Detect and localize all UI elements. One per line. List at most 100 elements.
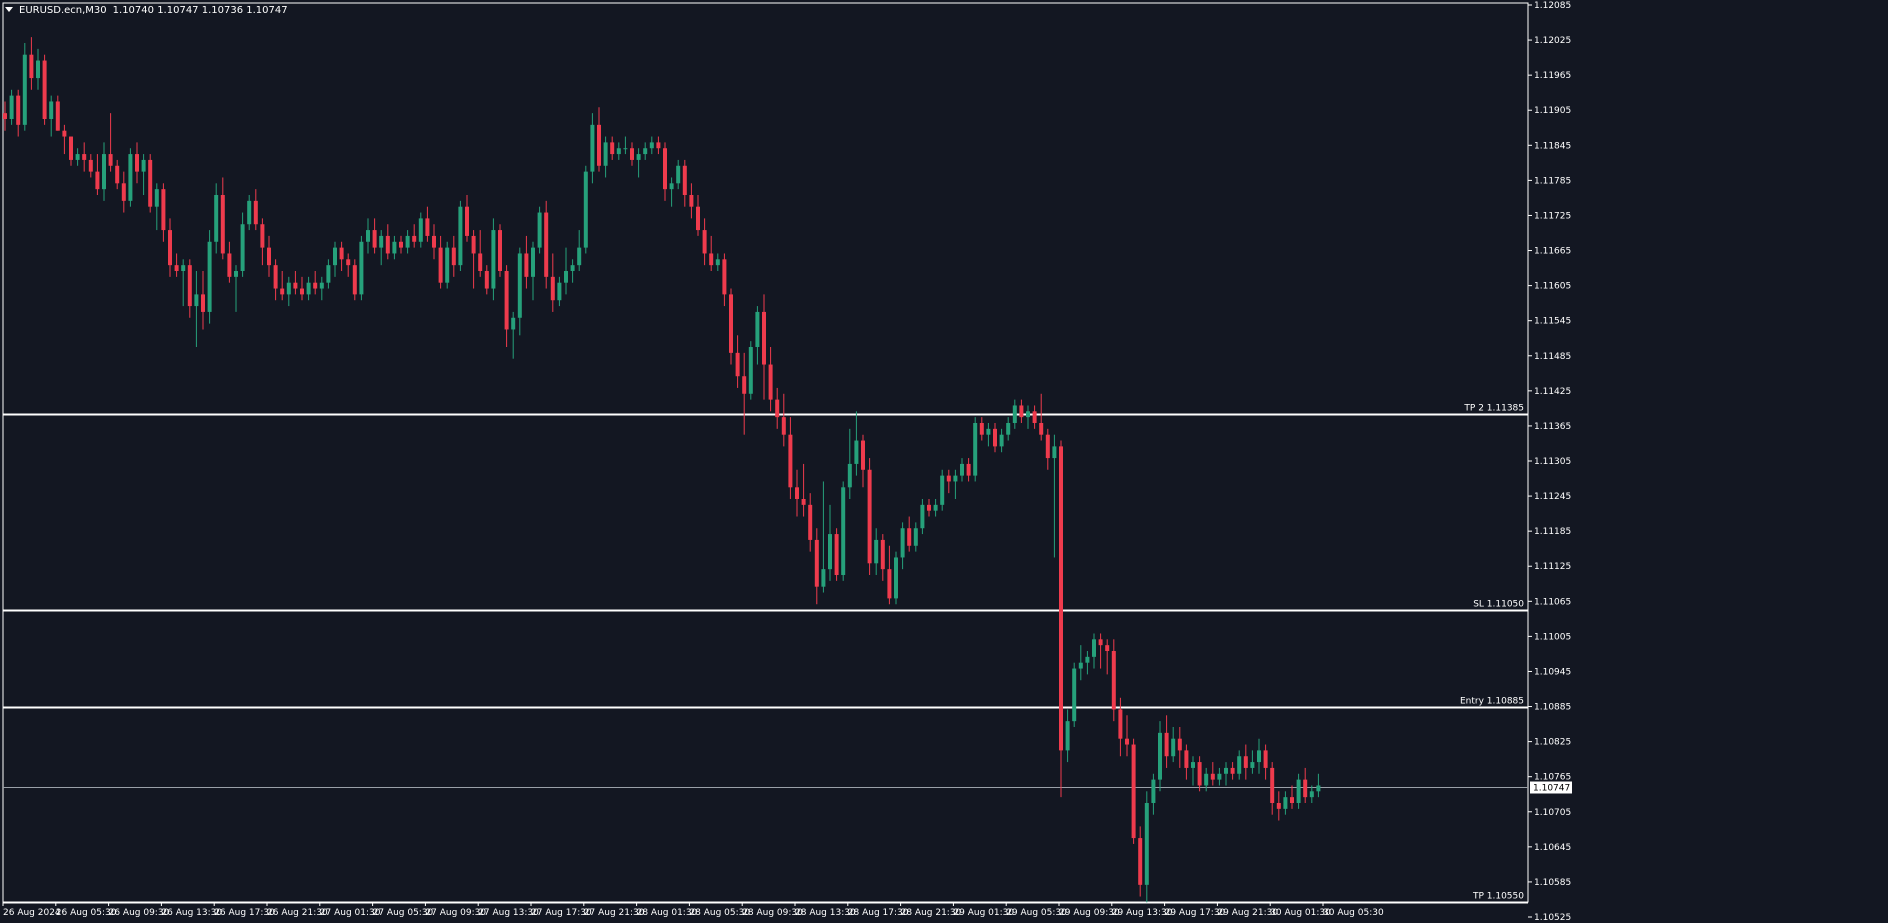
plot-frame (2, 2, 1529, 903)
y-tick-label: 1.10525 (1534, 913, 1571, 923)
candle-body (75, 154, 80, 160)
candle-body (1309, 791, 1314, 798)
candle-body (438, 247, 443, 283)
candle-body (775, 399, 780, 418)
candle-body (432, 235, 436, 248)
candle-body (412, 235, 417, 242)
candle-body (300, 288, 304, 295)
candle-body (1270, 767, 1275, 803)
candle-body (102, 154, 106, 190)
candle-body (227, 253, 232, 277)
candle-body (1138, 838, 1143, 885)
x-tick-label: 29 Aug 01:30 (953, 908, 1014, 918)
candle-body (960, 463, 964, 476)
candle-body (1059, 446, 1063, 751)
candle-body (148, 159, 153, 207)
candle-body (201, 294, 205, 312)
x-tick-label: 26 Aug 2024 (3, 908, 61, 918)
symbol-info-bar[interactable]: EURUSD.ecn,M30 1.10740 1.10747 1.10736 1.… (5, 5, 294, 17)
candle-body (339, 247, 344, 260)
candle-body (630, 148, 634, 160)
x-tick-label: 27 Aug 09:30 (425, 908, 486, 918)
candle-body (1224, 767, 1228, 774)
candle-body (682, 165, 687, 195)
candle-body (649, 142, 654, 149)
candle-body (42, 60, 47, 119)
candle-body (583, 171, 588, 248)
candle-body (1026, 411, 1030, 418)
candle-body (168, 230, 172, 266)
y-tick-label: 1.11485 (1534, 352, 1571, 362)
candle-body (742, 376, 747, 394)
candle-body (49, 101, 54, 119)
candle-body (36, 60, 40, 79)
candle-body (253, 200, 258, 225)
candle-body (814, 539, 819, 587)
y-tick-label: 1.11365 (1534, 422, 1571, 432)
candle-body (392, 241, 397, 254)
chevron-down-icon[interactable] (5, 7, 13, 12)
y-tick-label: 1.11725 (1534, 211, 1571, 221)
candle-body (418, 218, 423, 242)
candle-body (557, 282, 562, 301)
candle-body (220, 195, 225, 254)
candle-body (267, 247, 271, 266)
candle-body (927, 504, 931, 511)
y-tick-label: 1.11125 (1534, 562, 1571, 572)
candle-body (181, 265, 186, 271)
candle-body (352, 265, 357, 295)
x-tick-label: 27 Aug 01:30 (320, 908, 381, 918)
x-tick-label: 26 Aug 09:30 (109, 908, 170, 918)
candle-body (293, 282, 298, 289)
candle-body (280, 288, 285, 295)
candle-body (887, 569, 892, 599)
candle-body (451, 247, 456, 266)
candle-body (405, 235, 410, 248)
candle-body (907, 528, 912, 546)
y-tick-label: 1.11185 (1534, 527, 1571, 537)
candle-body (69, 136, 73, 160)
candle-body (1078, 662, 1083, 669)
candle-body (828, 534, 832, 570)
candle-body (808, 504, 813, 540)
candle-body (1032, 411, 1037, 423)
y-tick-label: 1.11545 (1534, 317, 1571, 327)
candle-body (1098, 639, 1103, 646)
candle-body (359, 241, 364, 295)
candle-body (544, 212, 549, 277)
candle-body (234, 271, 238, 277)
candle-body (465, 206, 469, 236)
candle-body (1118, 709, 1123, 739)
x-tick-label: 27 Aug 17:30 (531, 908, 592, 918)
candle-body (174, 265, 179, 271)
candle-body (1243, 756, 1248, 768)
candle-body (1092, 639, 1096, 657)
x-tick-label: 26 Aug 13:30 (161, 908, 222, 918)
candle-body (1019, 405, 1024, 418)
candle-body (610, 142, 615, 155)
y-tick-label: 1.11965 (1534, 71, 1571, 81)
candle-body (1263, 750, 1268, 768)
candle-body (313, 282, 318, 289)
candle-body (1177, 738, 1182, 751)
candle-body (861, 440, 865, 470)
candle-body (491, 230, 496, 289)
candle-body (986, 428, 991, 435)
candle-body (1158, 732, 1162, 780)
candle-body (854, 440, 859, 464)
candle-body (379, 235, 384, 248)
candle-body (1191, 762, 1195, 768)
candle-body (1316, 785, 1321, 792)
candle-body (663, 148, 667, 190)
candle-body (1006, 423, 1011, 435)
candle-body (564, 271, 568, 283)
candle-body (115, 165, 120, 184)
x-tick-label: 26 Aug 21:30 (267, 908, 328, 918)
candle-body (1296, 779, 1301, 803)
candle-body (709, 253, 714, 266)
candle-body (1052, 446, 1057, 459)
candle-body (128, 154, 133, 201)
y-tick-label: 1.11605 (1534, 282, 1571, 292)
